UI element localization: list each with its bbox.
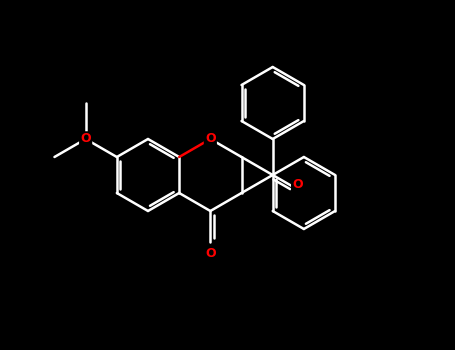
Text: O: O: [205, 133, 216, 146]
Text: O: O: [205, 247, 216, 260]
Text: O: O: [292, 178, 303, 191]
Text: O: O: [81, 133, 91, 146]
